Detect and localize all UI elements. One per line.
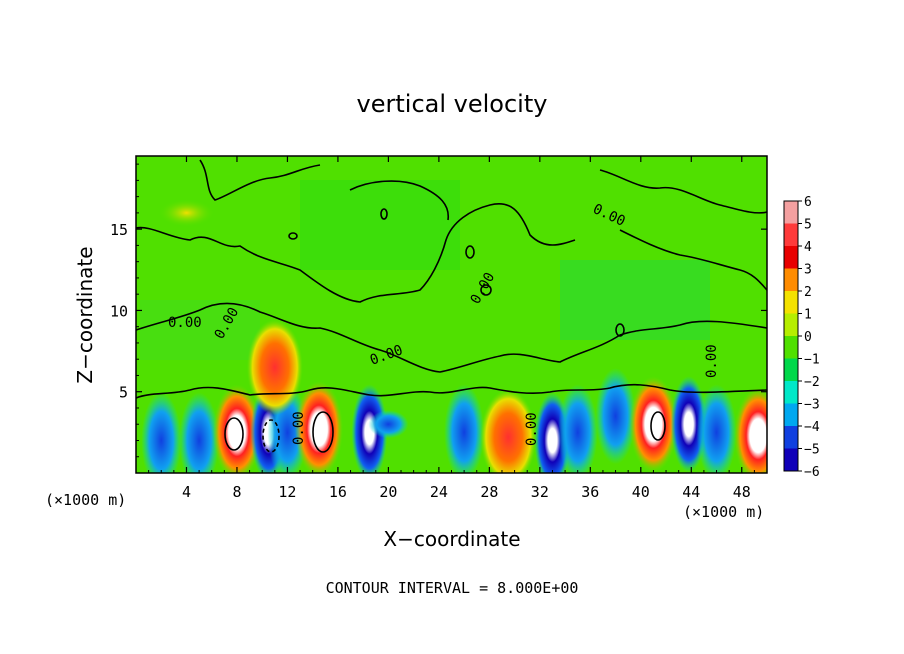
colorbar-label: −4: [804, 420, 820, 435]
x-unit-right: (×1000 m): [683, 503, 764, 521]
velocity-cell: [294, 381, 343, 473]
contour-label: 0.00: [291, 411, 307, 445]
velocity-cells: [141, 198, 767, 473]
contour-line: [599, 169, 767, 214]
field-layer: [140, 180, 767, 473]
colorbar: 6 5 4 3 2 1 0 −1 −2 −3 −4 −5 −6: [783, 195, 820, 480]
contour-ellipse: [480, 284, 492, 296]
contour-ellipse: [380, 208, 388, 220]
contour-label: 0.00: [168, 315, 202, 331]
contour-ellipse: [650, 411, 666, 441]
x-unit-left: (×1000 m): [45, 491, 126, 509]
y-tick-label: 15: [110, 221, 128, 239]
colorbar-swatch: [784, 291, 798, 314]
x-tick-label: 32: [531, 483, 549, 501]
contour-interval-note: CONTOUR INTERVAL = 8.000E+00: [326, 579, 579, 597]
contour-line: [136, 383, 767, 399]
velocity-cell: [212, 384, 261, 473]
contour-line: [619, 229, 767, 291]
velocity-cell: [368, 410, 409, 439]
contour-lines: [136, 159, 767, 453]
x-tick-label: 40: [632, 483, 650, 501]
contour-line: [136, 203, 576, 303]
contour-ellipse: [288, 232, 298, 240]
colorbar-swatch: [784, 403, 798, 427]
colorbar-swatch: [784, 381, 798, 404]
contour-line: [349, 180, 449, 221]
contour-ellipse: [465, 245, 475, 259]
contour-ellipse: [224, 417, 244, 451]
colorbar-label: −3: [804, 398, 820, 413]
velocity-cell: [696, 384, 737, 473]
colorbar-label: −2: [804, 375, 820, 390]
velocity-cell: [158, 198, 215, 227]
velocity-cell: [444, 384, 485, 473]
colorbar-swatch: [784, 268, 798, 292]
y-tick-label: 10: [110, 302, 128, 320]
colorbar-swatch: [784, 336, 798, 359]
colorbar-label: 3: [804, 263, 812, 278]
contour-line: [199, 159, 321, 201]
x-tick-label: 24: [430, 483, 448, 501]
velocity-cell: [734, 387, 767, 473]
x-tick-label: 8: [232, 483, 241, 501]
velocity-cell: [179, 392, 220, 473]
colorbar-swatch: [784, 448, 798, 472]
colorbar-swatch: [784, 313, 798, 337]
colorbar-label: 5: [804, 218, 812, 233]
colorbar-swatch: [784, 223, 798, 247]
colorbar-swatch: [784, 426, 798, 449]
x-tick-label: 12: [278, 483, 296, 501]
velocity-cell: [595, 368, 636, 465]
colorbar-swatch: [784, 358, 798, 382]
y-tick-label: 5: [119, 384, 128, 402]
x-tick-label: 28: [480, 483, 498, 501]
plot-area: 0.00 0.00 0.00 0.00 0.00 0.00 0.00 0.00 …: [110, 155, 768, 501]
background-patch: [300, 180, 460, 270]
contour-ellipse: [262, 419, 280, 453]
colorbar-label: −6: [804, 465, 820, 480]
contour-ellipse: [312, 411, 334, 453]
x-tick-label: 20: [379, 483, 397, 501]
colorbar-label: 6: [804, 195, 812, 210]
colorbar-label: 2: [804, 285, 812, 300]
velocity-cell: [141, 392, 182, 473]
contour-label: 0.00: [704, 344, 720, 378]
colorbar-label: 4: [804, 240, 812, 255]
x-axis-label: X−coordinate: [383, 527, 520, 551]
velocity-cell: [480, 389, 537, 473]
background-patch: [560, 260, 710, 340]
colorbar-swatch: [784, 246, 798, 269]
x-tick-label: 48: [733, 483, 751, 501]
colorbar-label: 0: [804, 330, 812, 345]
x-tick-label: 44: [682, 483, 700, 501]
colorbar-swatch: [784, 201, 798, 224]
contour-ellipse: [615, 323, 625, 337]
x-tick-label: 4: [182, 483, 191, 501]
contour-label: 0.00: [524, 412, 540, 446]
chart-title: vertical velocity: [357, 90, 548, 118]
velocity-cell: [557, 384, 598, 473]
contour-line: [136, 302, 767, 373]
colorbar-label: 1: [804, 308, 812, 323]
colorbar-label: −5: [804, 443, 820, 458]
colorbar-label: −1: [804, 353, 820, 368]
velocity-cell: [246, 319, 303, 416]
velocity-cell: [629, 376, 678, 473]
y-axis-label: Z−coordinate: [73, 246, 97, 383]
x-tick-label: 36: [581, 483, 599, 501]
x-tick-label: 16: [329, 483, 347, 501]
